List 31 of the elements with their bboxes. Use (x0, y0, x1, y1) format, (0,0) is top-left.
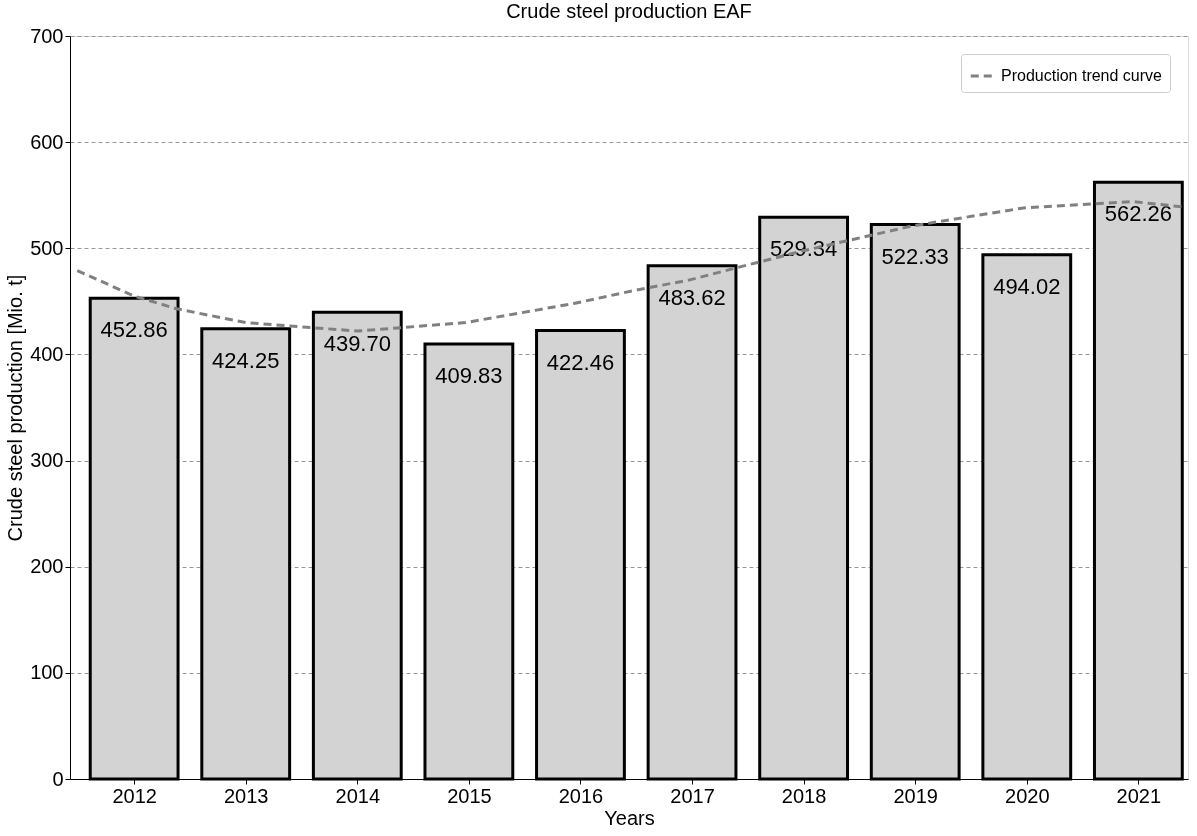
y-tick-label: 100 (30, 661, 64, 684)
y-axis-title: Crude steel production [Mio. t] (4, 274, 27, 542)
data-label: 522.33 (881, 243, 949, 269)
x-tick-label: 2016 (558, 784, 604, 807)
x-axis-title: Years (604, 806, 655, 829)
data-label: 424.25 (212, 347, 280, 373)
legend-label: Production trend curve (1001, 67, 1163, 84)
x-tick-label: 2019 (893, 784, 938, 807)
x-tick-label: 2013 (223, 784, 269, 807)
data-label: 562.26 (1104, 201, 1173, 227)
x-tick-label: 2012 (112, 784, 157, 807)
y-tick-label: 200 (30, 555, 64, 578)
data-label: 494.02 (993, 273, 1061, 299)
chart-title: Crude steel production EAF (506, 0, 752, 22)
y-tick-label: 500 (30, 236, 64, 259)
y-tick-label: 700 (30, 24, 64, 47)
data-label: 409.83 (435, 362, 503, 388)
data-label: 452.86 (100, 317, 168, 343)
y-tick-label: 600 (30, 130, 64, 153)
x-tick-label: 2020 (1005, 784, 1050, 807)
x-tick-label: 2017 (670, 784, 715, 807)
y-tick-label: 300 (30, 449, 64, 472)
x-tick-label: 2021 (1116, 784, 1162, 807)
y-tick-label: 400 (30, 342, 64, 365)
data-label: 439.70 (323, 331, 391, 357)
y-tick-label: 0 (52, 767, 64, 790)
data-label: 483.62 (658, 284, 726, 310)
data-label: 422.46 (546, 349, 615, 375)
x-tick-label: 2015 (447, 784, 492, 807)
x-tick-label: 2014 (335, 784, 381, 807)
x-tick-label: 2018 (781, 784, 827, 807)
